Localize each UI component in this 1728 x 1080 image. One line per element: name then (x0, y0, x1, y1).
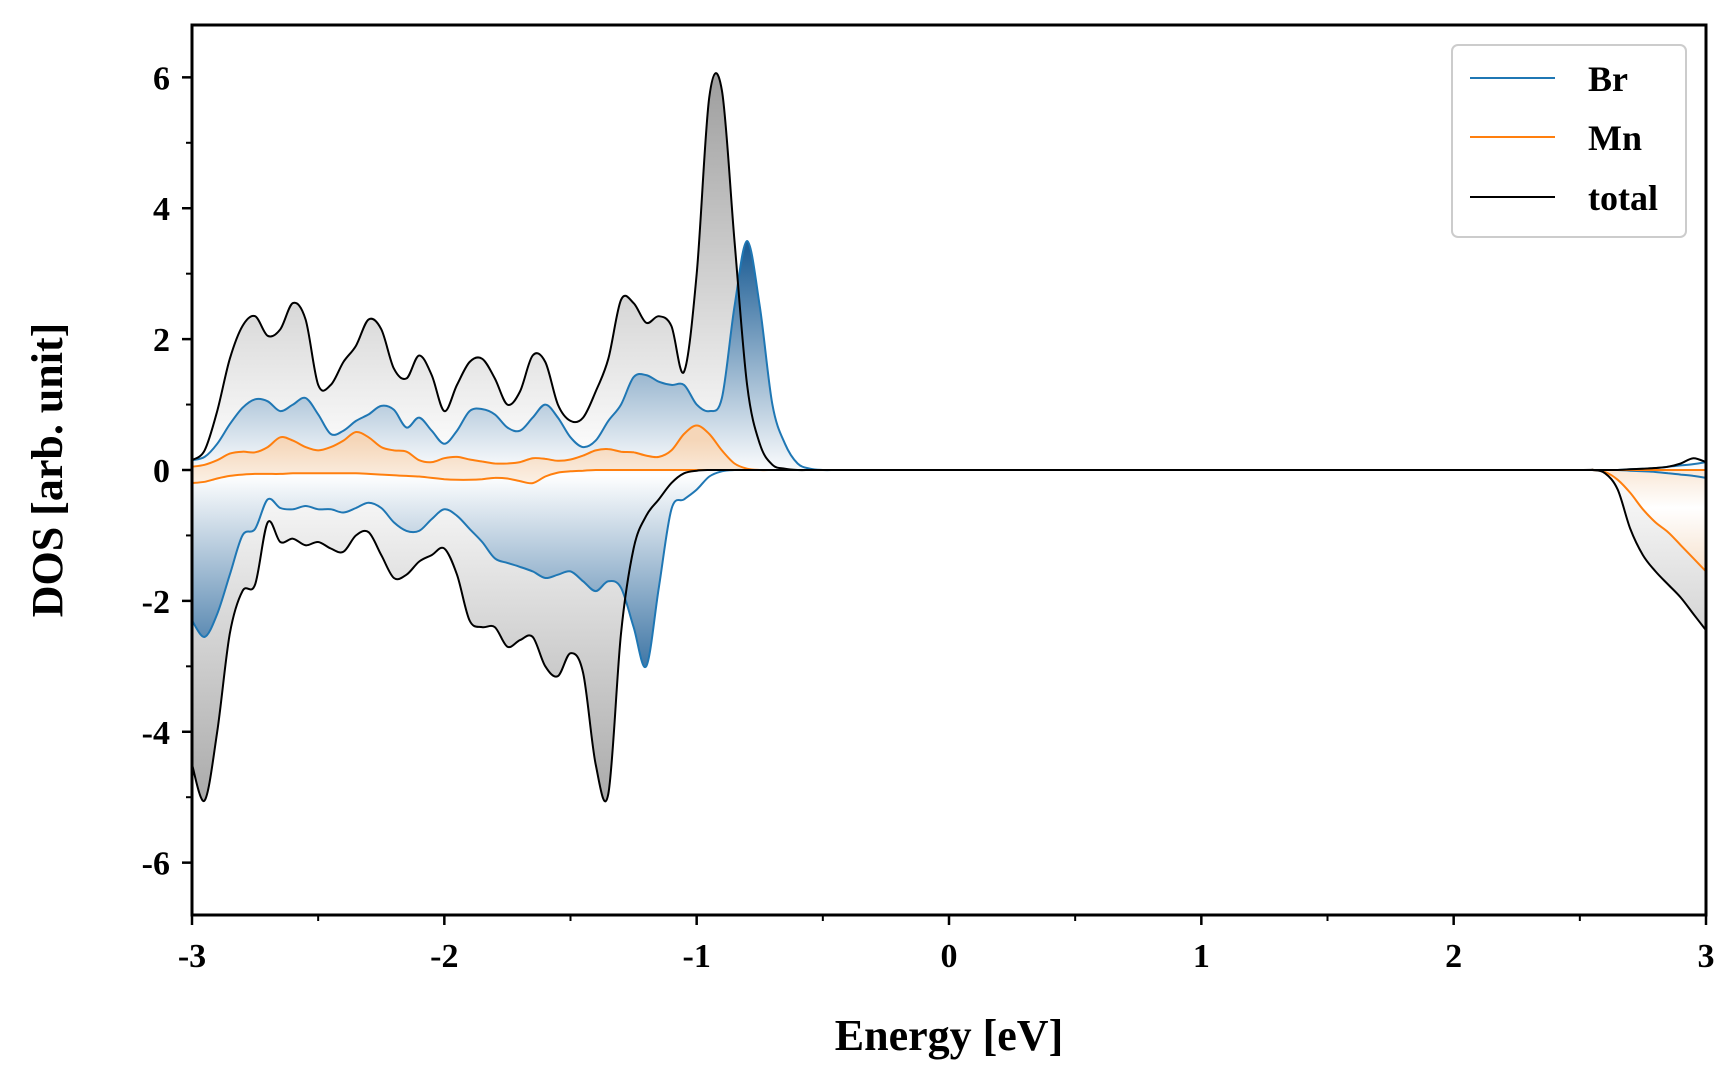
legend-entry-br: Br (1470, 59, 1628, 99)
x-tick-label: -1 (683, 938, 711, 975)
legend-entry-total: total (1470, 178, 1658, 218)
x-axis: -3 -2 -1 0 1 2 3 (178, 915, 1715, 975)
y-tick-label: -6 (142, 846, 170, 883)
legend-box (1451, 44, 1687, 238)
y-axis-title: DOS [arb. unit] (23, 323, 72, 618)
y-tick-label: 4 (153, 191, 170, 228)
legend-label-total: total (1588, 178, 1658, 218)
y-tick-label: -2 (142, 584, 170, 621)
x-tick-label: 3 (1698, 938, 1715, 975)
x-tick-label: -2 (430, 938, 458, 975)
y-tick-label: 6 (153, 60, 170, 97)
legend-entry-mn: Mn (1470, 118, 1642, 158)
legend-label-br: Br (1588, 59, 1628, 99)
x-tick-label: 2 (1445, 938, 1462, 975)
y-tick-label: 0 (153, 453, 170, 490)
y-tick-label: 2 (153, 322, 170, 359)
line-layer (192, 72, 1706, 803)
fill-mn-up (192, 425, 1706, 471)
line-total-down (192, 468, 1706, 803)
x-tick-label: -3 (178, 938, 206, 975)
x-tick-label: 1 (1193, 938, 1210, 975)
legend-label-mn: Mn (1588, 118, 1642, 158)
legend: Br Mn total (1451, 44, 1687, 238)
y-axis: -6 -4 -2 0 2 4 6 (142, 60, 192, 883)
x-tick-label: 0 (941, 938, 958, 975)
x-axis-title: Energy [eV] (835, 1011, 1064, 1060)
y-tick-label: -4 (142, 715, 170, 752)
fill-br-down (192, 469, 1706, 668)
